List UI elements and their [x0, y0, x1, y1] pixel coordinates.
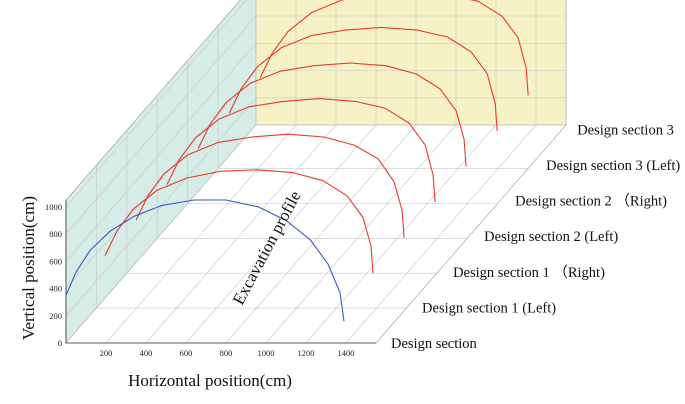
- floor-grid-x: [345, 124, 537, 344]
- side-grid-y: [65, 124, 257, 344]
- series-line-4: [197, 62, 467, 167]
- series-line-5: [228, 26, 498, 131]
- y-tick-label: 1000: [45, 202, 62, 212]
- x-tick-label: 1400: [338, 348, 355, 358]
- y-tick-label: 800: [49, 229, 62, 239]
- floor-grid-x: [265, 124, 457, 344]
- chart-series: [65, 0, 529, 322]
- series-label-2: Design section 1 （Right): [453, 264, 605, 281]
- side-grid-y: [65, 0, 247, 207]
- series-label-4: Design section 2 （Right): [515, 193, 667, 210]
- x-tick-label: 1200: [298, 348, 315, 358]
- floor-grid-x: [185, 124, 377, 344]
- series-label-3: Design section 2 (Left): [484, 229, 618, 245]
- side-grid-y: [65, 43, 257, 262]
- side-grid-y: [65, 15, 257, 235]
- series-label-6: Design section 3 （Right): [577, 121, 685, 138]
- x-tick-label: 800: [220, 348, 233, 358]
- series-line-2: [135, 133, 405, 238]
- chart-walls: [65, 0, 567, 344]
- y-tick-label: 0: [58, 338, 62, 348]
- series-line-0: [65, 199, 345, 322]
- x-tick-label: 400: [140, 348, 153, 358]
- x-tick-label: 200: [100, 348, 113, 358]
- chart-labels: 200 400 600 800 1000 1200 1400 0 200 400 600 800 100…: [45, 121, 685, 358]
- series-line-1: [104, 169, 374, 274]
- series-label-5: Design section 3 (Left): [546, 158, 680, 174]
- y-tick-label: 200: [49, 311, 62, 321]
- back-wall: [255, 0, 567, 126]
- x-tick-label: 1000: [258, 348, 275, 358]
- series-line-6: [259, 0, 529, 96]
- series-line-3: [166, 98, 436, 203]
- series-label-1: Design section 1 (Left): [422, 300, 556, 316]
- y-axis-title: Vertical position(cm): [19, 196, 38, 340]
- x-tick-label: 600: [180, 348, 193, 358]
- side-grid-y: [65, 97, 257, 316]
- x-axis-title: Horizontal position(cm): [128, 371, 292, 390]
- floor-grid-x: [225, 124, 417, 344]
- y-tick-label: 600: [49, 256, 62, 266]
- side-grid-y: [65, 70, 257, 289]
- floor-grid-x: [105, 124, 297, 344]
- floor-grid-x: [305, 124, 497, 344]
- y-tick-label: 400: [49, 284, 62, 294]
- floor-grid-x: [145, 124, 337, 344]
- series-label-0: Design section: [391, 336, 478, 352]
- chart-grid: [65, 0, 566, 344]
